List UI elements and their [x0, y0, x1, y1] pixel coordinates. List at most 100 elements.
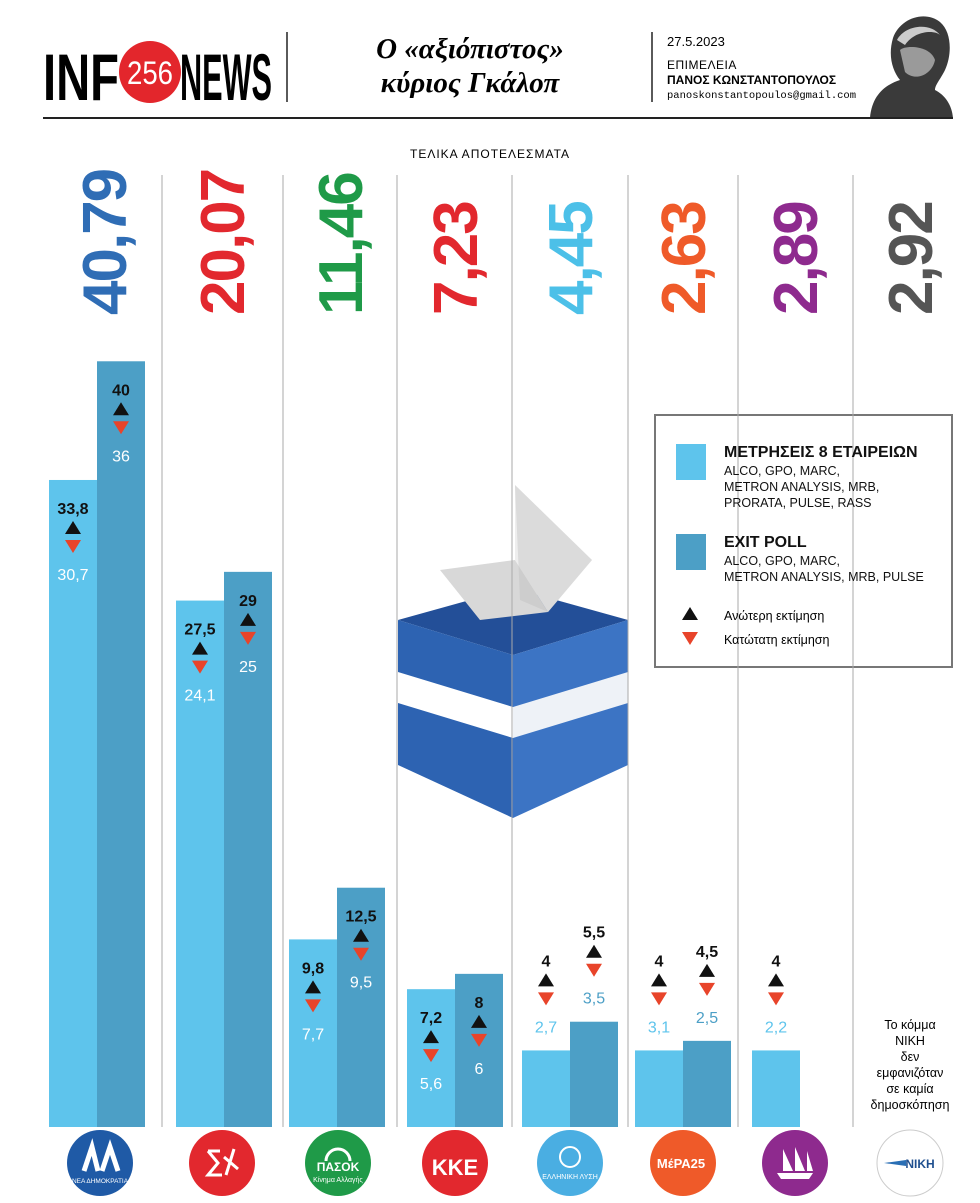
subtitle: ΤΕΛΙΚΑ ΑΠΟΤΕΛΕΣΜΑΤΑ [410, 147, 570, 161]
upper-marker [423, 1030, 439, 1044]
upper-label: 4,5 [696, 944, 718, 961]
legend-description: ALCO, GPO, MARC, [724, 464, 840, 478]
logo-label: ΝΙΚΗ [905, 1157, 934, 1171]
logo-inf: INF [43, 40, 119, 114]
logo-label: ΜέΡΑ25 [657, 1156, 705, 1171]
upper-marker [682, 607, 698, 620]
result-label: 2,92 [877, 202, 946, 315]
bar [97, 361, 145, 1127]
legend-description: ALCO, GPO, MARC, [724, 554, 840, 568]
upper-label: 12,5 [345, 909, 376, 926]
lower-marker [471, 1033, 487, 1047]
upper-label: 33,8 [57, 501, 88, 518]
logo-mark [884, 1160, 906, 1166]
legend-description: METRON ANALYSIS, MRB, PULSE [724, 570, 924, 584]
logo-label: ΠΑΣΟΚ [317, 1160, 360, 1174]
lower-marker [353, 947, 369, 961]
bar [289, 939, 337, 1127]
legend-name: ΜΕΤΡΗΣΕΙΣ 8 ΕΤΑΙΡΕΙΩΝ [724, 444, 918, 461]
lower-marker [651, 992, 667, 1006]
lower-marker [305, 999, 321, 1013]
upper-marker [699, 963, 715, 977]
result-label: 20,07 [189, 170, 258, 315]
bar [752, 1050, 800, 1127]
logo-mark [81, 1138, 121, 1172]
note: δεν [901, 1050, 920, 1064]
upper-label: 40 [112, 382, 130, 399]
bar [570, 1021, 618, 1127]
bar [635, 1050, 683, 1127]
lower-label: 7,7 [302, 1026, 324, 1043]
lower-marker [65, 539, 81, 553]
result-label: 7,23 [422, 202, 491, 315]
lower-label: 2,2 [765, 1019, 787, 1036]
bar [522, 1050, 570, 1127]
bar [224, 571, 272, 1127]
upper-marker [768, 973, 784, 987]
upper-label: 4 [772, 953, 781, 970]
logo-number: 256 [127, 55, 173, 91]
legend-description: PRORATA, PULSE, RASS [724, 496, 872, 510]
lower-label: 2,7 [535, 1019, 557, 1036]
lower-marker [423, 1049, 439, 1063]
logo-mark [204, 1148, 239, 1177]
party-logo [537, 1130, 603, 1196]
email: panoskonstantopoulos@gmail.com [667, 90, 856, 102]
upper-marker [586, 944, 602, 958]
lower-label: 3,1 [648, 1019, 670, 1036]
note: Το κόμμα [884, 1018, 935, 1032]
portrait [870, 16, 953, 119]
bar [683, 1040, 731, 1127]
logo-tagline: Κίνημα Αλλαγής [313, 1176, 363, 1184]
legend-name: EXIT POLL [724, 534, 807, 551]
lower-marker [240, 631, 256, 645]
logo-news: NEWS [180, 40, 272, 114]
party-logo [305, 1130, 371, 1196]
date: 27.5.2023 [667, 34, 725, 49]
upper-marker [538, 973, 554, 987]
upper-label: 27,5 [184, 622, 215, 639]
upper-marker [353, 928, 369, 942]
upper-marker [471, 1014, 487, 1028]
upper-label: 29 [239, 593, 257, 610]
lower-marker [768, 992, 784, 1006]
lower-marker [586, 963, 602, 977]
logo-label: ΝΕΑ ΔΗΜΟΚΡΑΤΙΑ [72, 1178, 129, 1185]
bar [49, 479, 97, 1127]
legend-marker-label: Κατώτατη εκτίμηση [724, 633, 830, 647]
lower-marker [538, 992, 554, 1006]
lower-label: 24,1 [184, 688, 215, 705]
ballot-box [398, 485, 628, 818]
result-label: 2,89 [762, 202, 831, 315]
upper-label: 4 [542, 953, 551, 970]
result-label: 2,63 [650, 202, 719, 315]
lower-label: 3,5 [583, 991, 605, 1008]
note: δημοσκόπηση [871, 1098, 950, 1112]
upper-label: 7,2 [420, 1010, 442, 1027]
result-label: 40,79 [71, 169, 140, 315]
party-logo [67, 1130, 133, 1196]
upper-label: 5,5 [583, 925, 605, 942]
upper-marker [65, 520, 81, 534]
party-logo [422, 1130, 488, 1196]
lower-label: 5,6 [420, 1076, 442, 1093]
lower-label: 25 [239, 659, 257, 676]
upper-marker [192, 641, 208, 655]
upper-marker [113, 402, 129, 416]
note: σε καμία [886, 1082, 933, 1096]
note: εμφανιζόταν [877, 1066, 944, 1080]
lower-label: 36 [112, 448, 130, 465]
result-label: 11,46 [307, 173, 376, 315]
upper-marker [651, 973, 667, 987]
party-logo [876, 1129, 944, 1197]
upper-label: 4 [655, 953, 664, 970]
legend-marker-label: Ανώτερη εκτίμηση [724, 609, 824, 623]
legend-swatch [676, 444, 706, 480]
legend-swatch [676, 534, 706, 570]
logo-label: ΚΚΕ [432, 1155, 478, 1180]
lower-marker [113, 421, 129, 435]
upper-marker [240, 612, 256, 626]
upper-label: 8 [475, 995, 484, 1012]
bar [337, 887, 385, 1127]
lower-marker [699, 982, 715, 996]
